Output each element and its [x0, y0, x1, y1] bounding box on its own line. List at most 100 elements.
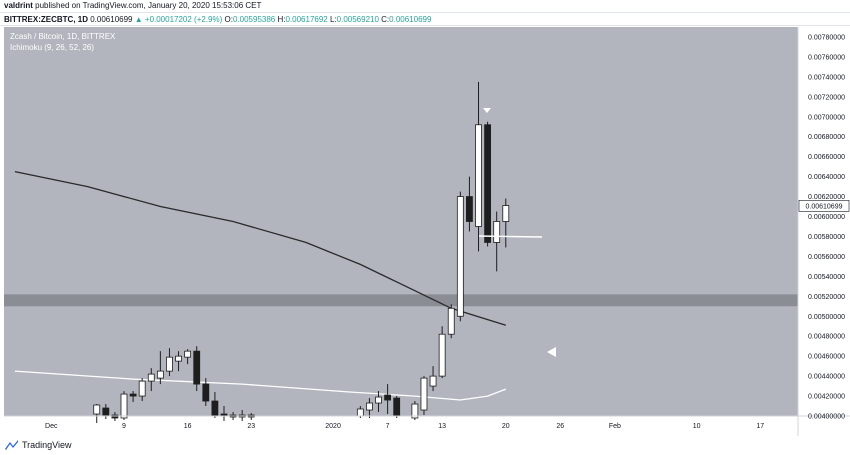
close-value: 0.00610699 — [389, 15, 432, 24]
candle-body-up — [138, 380, 146, 397]
candle — [502, 198, 510, 248]
x-tick-label: 10 — [693, 423, 701, 430]
annotation-layer — [478, 108, 556, 357]
y-tick-label: 0.00420000 — [808, 394, 845, 401]
y-tick-label: 0.00620000 — [808, 194, 845, 201]
candle — [375, 391, 382, 413]
high-value: 0.00617692 — [285, 15, 328, 24]
candle-body-up — [366, 402, 373, 411]
candle-body-up — [502, 205, 510, 222]
candle — [484, 121, 492, 247]
candle — [438, 326, 446, 379]
x-tick-label: Feb — [609, 423, 621, 430]
y-tick-label: 0.00740000 — [808, 74, 845, 81]
y-tick-label: 0.00700000 — [808, 114, 845, 121]
y-tick-label: 0.00480000 — [808, 334, 845, 341]
y-tick-label: 0.00680000 — [808, 134, 845, 141]
candle-body-up — [375, 396, 382, 404]
y-tick-label: 0.00560000 — [808, 254, 845, 261]
candle — [193, 346, 201, 392]
candle-body-down — [393, 397, 401, 417]
candle-body-up — [93, 404, 101, 415]
candle — [384, 384, 392, 415]
x-tick-label: 23 — [247, 423, 255, 430]
x-tick-label: 17 — [756, 423, 764, 430]
candle-body-up — [156, 370, 164, 379]
candles-layer — [93, 81, 510, 423]
x-tick-label: 16 — [184, 423, 192, 430]
y-tick-label: 0.00400000 — [808, 414, 845, 421]
tradingview-logo-icon — [5, 440, 18, 450]
published-text: published on TradingView.com, January 20… — [35, 1, 262, 10]
current-price-tag: 0.00610699 — [798, 200, 850, 212]
candle-body-up — [456, 196, 464, 317]
x-tick-label: 20 — [502, 423, 510, 430]
low-label: L: — [329, 15, 337, 24]
y-tick-label: 0.00640000 — [808, 174, 845, 181]
candle-body-down — [384, 394, 392, 401]
candle — [466, 176, 473, 232]
y-tick-label: 0.00760000 — [808, 54, 845, 61]
candle-body-down — [129, 393, 137, 397]
high-label: H: — [277, 15, 286, 24]
y-tick-label: 0.00520000 — [808, 294, 845, 301]
candle — [175, 351, 182, 372]
candle-body-down — [484, 124, 492, 243]
y-tick-label: 0.00780000 — [808, 34, 845, 41]
candle — [147, 368, 155, 392]
x-tick-label: Dec — [45, 423, 58, 430]
candle — [411, 401, 419, 420]
price-chart[interactable]: Zcash / Bitcoin, 1D, BITTREX Ichimoku (9… — [0, 27, 850, 436]
candle — [184, 349, 192, 365]
candle-body-up — [166, 356, 173, 372]
symbol-bar: BITTREX:ZECBTC, 1D 0.00610699 ▲ +0.00017… — [0, 12, 850, 26]
chart-title: Zcash / Bitcoin, 1D, BITTREX — [10, 32, 116, 41]
x-tick-label: 9 — [122, 423, 126, 430]
price-change: +0.00017202 (+2.9%) — [144, 15, 223, 24]
close-label: C: — [381, 15, 390, 24]
candle-body-up — [147, 373, 155, 382]
candle-body-up — [475, 124, 482, 227]
candle — [456, 191, 464, 322]
symbol-name[interactable]: BITTREX:ZECBTC, 1D — [4, 15, 88, 24]
support-zone — [4, 294, 798, 307]
brand-name[interactable]: TradingView — [22, 440, 72, 450]
chart-background — [4, 27, 798, 416]
last-price: 0.00610699 — [90, 15, 133, 24]
candle — [166, 348, 173, 377]
candle — [420, 376, 428, 416]
candle-body-up — [420, 377, 428, 411]
x-tick-label: 13 — [438, 423, 446, 430]
y-tick-label: 0.00600000 — [808, 214, 845, 221]
candle-body-down — [202, 383, 210, 402]
candle-body-up — [184, 350, 192, 358]
y-tick-label: 0.00540000 — [808, 274, 845, 281]
horizontal-price-line — [478, 235, 543, 238]
ma-line-1 — [14, 170, 506, 326]
candle — [393, 396, 401, 418]
candle-body-up — [493, 221, 501, 243]
candle — [93, 404, 101, 423]
candle — [475, 81, 482, 252]
candle-body-down — [102, 407, 110, 416]
candle-body-up — [438, 333, 446, 377]
author-name[interactable]: valdrint — [4, 1, 33, 10]
change-arrow-icon: ▲ — [134, 15, 143, 24]
indicator-label[interactable]: Ichimoku (9, 26, 52, 26) — [10, 43, 94, 52]
x-tick-label: 7 — [386, 423, 390, 430]
candle-body-up — [175, 355, 182, 362]
candle — [120, 391, 128, 420]
candle — [366, 398, 373, 418]
down-arrow-marker-icon — [483, 108, 491, 113]
y-tick-label: 0.00460000 — [808, 354, 845, 361]
y-tick-label: 0.00720000 — [808, 94, 845, 101]
candle — [138, 378, 146, 402]
current-price-label: 0.00610699 — [806, 203, 843, 210]
price-axis[interactable]: 0.00400000 0.00420000 0.00440000 0.00460000… — [808, 34, 845, 420]
publish-header: valdrint published on TradingView.com, J… — [0, 0, 850, 12]
open-value: 0.00595386 — [232, 15, 276, 24]
candle — [202, 378, 210, 407]
candle-body-down — [193, 350, 201, 385]
low-value: 0.00569210 — [336, 15, 379, 24]
time-axis[interactable]: Dec 9 16 23 2020 7 13 20 26 Feb 10 17 — [45, 423, 764, 430]
